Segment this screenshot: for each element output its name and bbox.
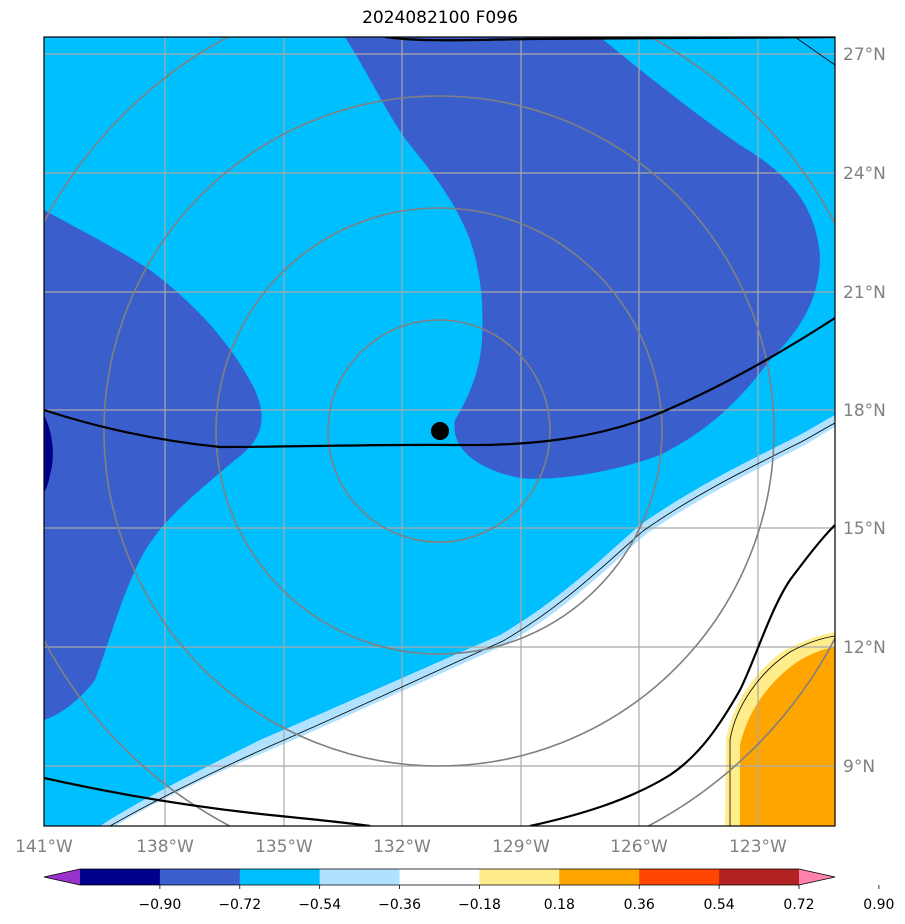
lon-label: 129°W	[492, 837, 550, 857]
colorbar-segment	[159, 869, 241, 885]
range-ring	[103, 95, 775, 767]
lon-label: 138°W	[136, 837, 194, 857]
map-frame	[43, 36, 836, 827]
lon-label: 132°W	[373, 837, 431, 857]
colorbar-tick-label: −0.72	[218, 897, 261, 913]
field-edge-line-northeast	[794, 37, 835, 66]
colorbar-tick-label: −0.54	[298, 897, 341, 913]
range-rings	[44, 37, 835, 826]
colorbar: −0.90 −0.72 −0.54 −0.36 −0.18 0.18 0.36 0.54 0.7…	[43, 868, 894, 913]
contour-line-central	[44, 317, 835, 449]
lat-label: 12°N	[843, 638, 886, 658]
field-region-dark-blue-northeast	[345, 37, 820, 479]
longitude-labels: 141°W 138°W 135°W 132°W 129°W 126°W 123°…	[15, 837, 787, 857]
colorbar-outline	[43, 868, 836, 886]
colorbar-segment	[239, 869, 321, 885]
colorbar-tick-label: 0.54	[704, 897, 735, 913]
map-title: 2024082100 F096	[362, 8, 518, 28]
colorbar-tick-label: 0.90	[863, 897, 894, 913]
range-ring	[215, 207, 663, 655]
storm-center-marker	[431, 422, 449, 440]
colorbar-tick-label: −0.18	[458, 897, 501, 913]
lat-label: 27°N	[843, 45, 886, 65]
contour-line-southwest	[44, 776, 371, 826]
lat-label: 21°N	[843, 283, 886, 303]
lon-label: 141°W	[15, 837, 73, 857]
lon-label: 126°W	[610, 837, 668, 857]
colorbar-tick-label: 0.72	[783, 897, 814, 913]
latitude-labels: 27°N 24°N 21°N 18°N 15°N 12°N 9°N	[843, 45, 886, 777]
colorbar-segment	[399, 869, 480, 885]
graticule-lines	[44, 37, 835, 826]
colorbar-segment	[80, 869, 161, 885]
lat-label: 18°N	[843, 401, 886, 421]
colorbar-segment	[559, 869, 640, 885]
field-region-orange	[740, 647, 835, 826]
map-plot-area	[44, 37, 835, 826]
lat-label: 9°N	[843, 757, 875, 777]
field-region-white	[115, 427, 835, 826]
field-edge-line-yellow	[729, 635, 835, 826]
lat-label: 15°N	[843, 519, 886, 539]
colorbar-segment	[639, 869, 720, 885]
field-region-navy	[44, 415, 53, 492]
colorbar-tick-label: −0.90	[138, 897, 181, 913]
colorbar-extend-high	[799, 869, 835, 885]
colorbar-segment	[479, 869, 560, 885]
colorbar-tick-label: 0.36	[624, 897, 655, 913]
lon-label: 135°W	[255, 837, 313, 857]
colorbar-segment	[719, 869, 800, 885]
contour-line-southeast	[529, 524, 835, 826]
colorbar-tick-label: −0.36	[378, 897, 421, 913]
lat-label: 24°N	[843, 164, 886, 184]
colorbar-segment	[319, 869, 401, 885]
field-region-dark-blue-west	[44, 210, 262, 720]
range-ring	[327, 319, 551, 543]
colorbar-tick-label: 0.18	[544, 897, 575, 913]
lon-label: 123°W	[729, 837, 787, 857]
colorbar-extend-low	[44, 869, 80, 885]
